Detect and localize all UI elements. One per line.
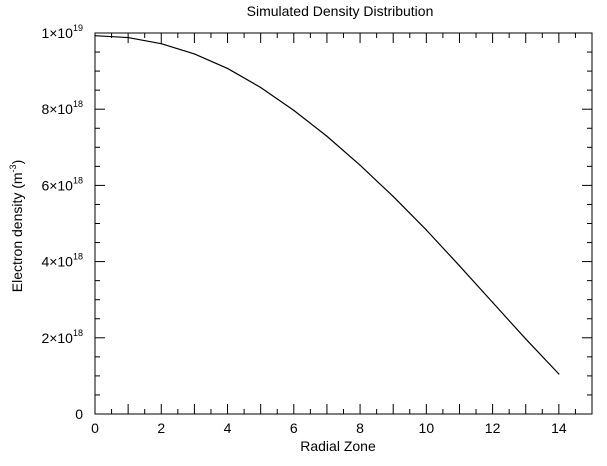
data-point: [193, 53, 195, 55]
y-tick-mantissa: 1×10: [41, 25, 73, 41]
y-tick-exponent: 18: [73, 328, 83, 338]
y-axis-label-text: Electron density (m: [9, 172, 25, 292]
data-point: [492, 301, 494, 303]
data-point: [558, 373, 560, 375]
series-layer: [94, 35, 560, 375]
data-point: [392, 195, 394, 198]
data-point: [326, 135, 328, 137]
data-point: [226, 67, 229, 70]
y-tick-mantissa: 6×10: [41, 177, 73, 193]
y-tick-mantissa: 8×10: [41, 101, 73, 117]
y-tick-label: 1×1019: [41, 23, 83, 41]
data-point: [425, 229, 427, 231]
chart-title: Simulated Density Distribution: [247, 3, 434, 19]
x-tick-label: 14: [551, 420, 567, 436]
x-tick-label: 10: [419, 420, 435, 436]
y-tick-exponent: 18: [73, 175, 83, 185]
x-axis-label: Radial Zone: [300, 438, 376, 454]
data-point: [525, 338, 527, 340]
data-point: [260, 86, 262, 89]
y-tick-mantissa: 4×10: [41, 254, 73, 270]
y-axis-label-exponent: -3: [8, 164, 18, 172]
y-axis-label: Electron density (m-3): [8, 160, 25, 293]
y-tick-mantissa: 0: [75, 406, 83, 422]
y-tick-label: 0: [75, 406, 83, 422]
density-curve: [94, 35, 560, 375]
data-point: [293, 109, 295, 111]
data-point: [359, 164, 361, 166]
y-tick-mantissa: 2×10: [41, 330, 73, 346]
y-tick-label: 6×1018: [41, 175, 83, 193]
y-tick-label: 2×1018: [41, 328, 83, 346]
data-point: [127, 36, 129, 39]
plot-frame: [94, 32, 593, 415]
y-tick-exponent: 18: [73, 252, 83, 262]
axes: 0 2 4 6 8 10 12 1402×10184×10186×10188×10181×10…: [41, 23, 593, 436]
data-point: [160, 43, 162, 45]
data-point: [94, 35, 96, 37]
y-axis-label-tail: ): [9, 160, 25, 165]
x-tick-label: 12: [485, 420, 501, 436]
y-tick-exponent: 19: [73, 23, 83, 33]
x-tick-label: 0: [91, 420, 99, 436]
x-tick-label: 6: [290, 420, 298, 436]
x-tick-label: 4: [224, 420, 232, 436]
y-tick-label: 4×1018: [41, 252, 83, 270]
y-tick-exponent: 18: [73, 99, 83, 109]
x-tick-label: 8: [356, 420, 364, 436]
data-point: [458, 265, 461, 267]
x-tick-label: 2: [157, 420, 165, 436]
y-tick-label: 8×1018: [41, 99, 83, 117]
